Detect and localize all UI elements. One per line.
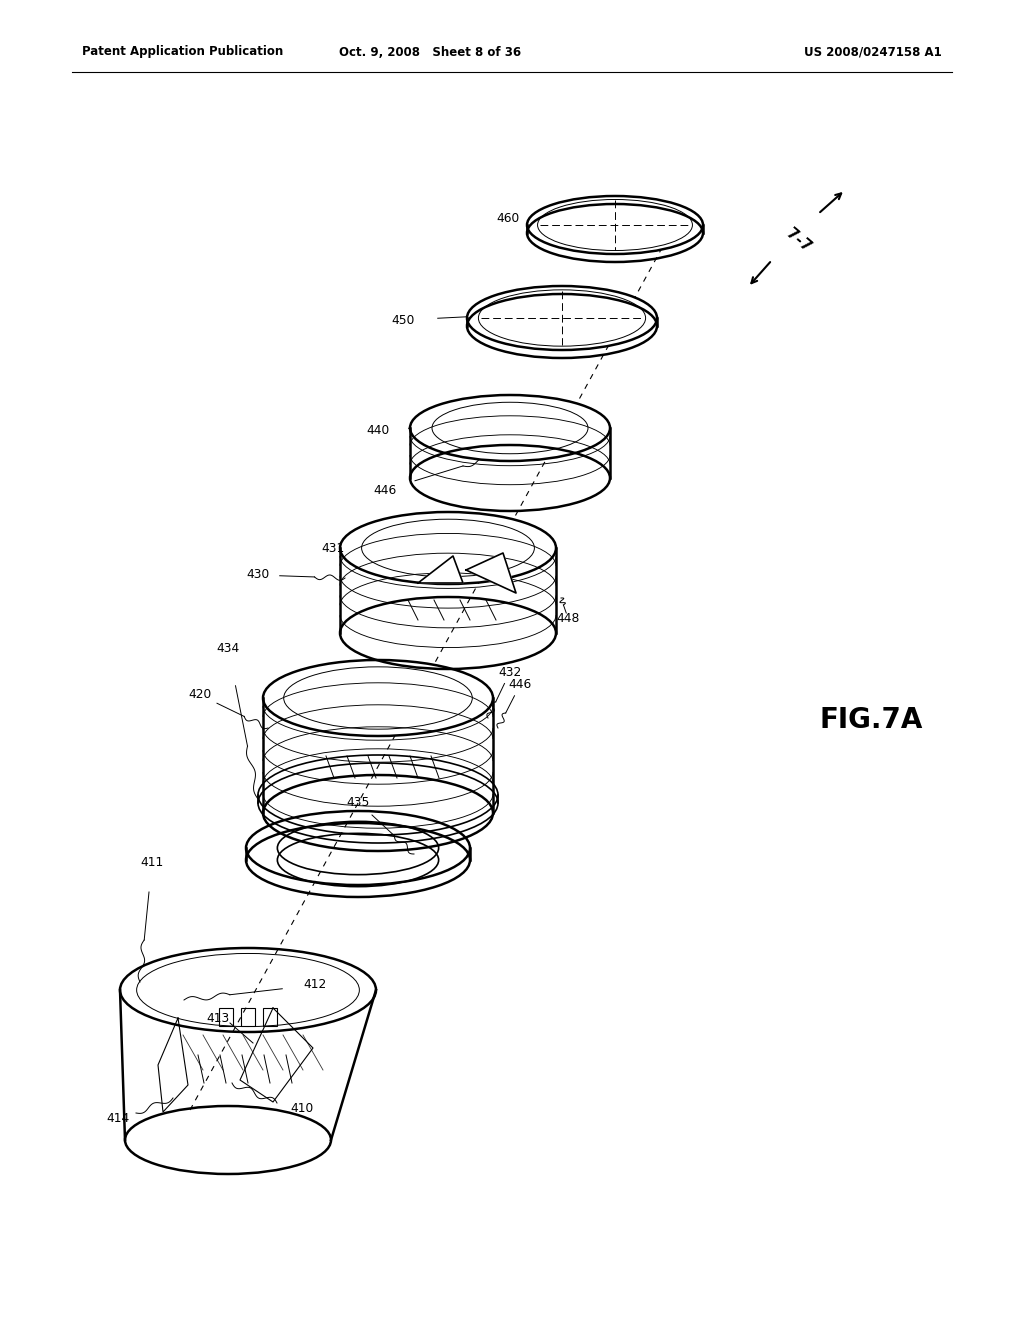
Bar — [219, 1008, 233, 1026]
Ellipse shape — [527, 195, 703, 253]
Ellipse shape — [340, 512, 556, 583]
Text: 446: 446 — [374, 483, 396, 496]
Text: 460: 460 — [497, 211, 519, 224]
Text: Oct. 9, 2008   Sheet 8 of 36: Oct. 9, 2008 Sheet 8 of 36 — [339, 45, 521, 58]
Text: 448: 448 — [556, 611, 580, 624]
Text: 446: 446 — [508, 678, 531, 692]
Ellipse shape — [410, 395, 610, 461]
Text: FIG.7A: FIG.7A — [820, 706, 924, 734]
Bar — [241, 1008, 255, 1026]
Text: Patent Application Publication: Patent Application Publication — [82, 45, 284, 58]
Polygon shape — [466, 553, 516, 593]
Text: 430: 430 — [247, 569, 269, 582]
Text: 411: 411 — [140, 855, 164, 869]
Text: 434: 434 — [216, 642, 240, 655]
Text: 413: 413 — [207, 1011, 229, 1024]
Text: 431: 431 — [322, 541, 345, 554]
Bar — [263, 1008, 278, 1026]
Text: 435: 435 — [346, 796, 370, 808]
Text: 7-7: 7-7 — [782, 226, 813, 255]
Text: 440: 440 — [367, 424, 389, 437]
Text: 410: 410 — [291, 1101, 313, 1114]
Text: 450: 450 — [391, 314, 415, 326]
Ellipse shape — [263, 660, 493, 737]
Text: 432: 432 — [499, 665, 521, 678]
Text: US 2008/0247158 A1: US 2008/0247158 A1 — [804, 45, 942, 58]
Text: 412: 412 — [303, 978, 327, 991]
Text: 414: 414 — [106, 1111, 130, 1125]
Ellipse shape — [467, 286, 657, 350]
Text: 420: 420 — [188, 689, 212, 701]
Polygon shape — [418, 556, 463, 583]
